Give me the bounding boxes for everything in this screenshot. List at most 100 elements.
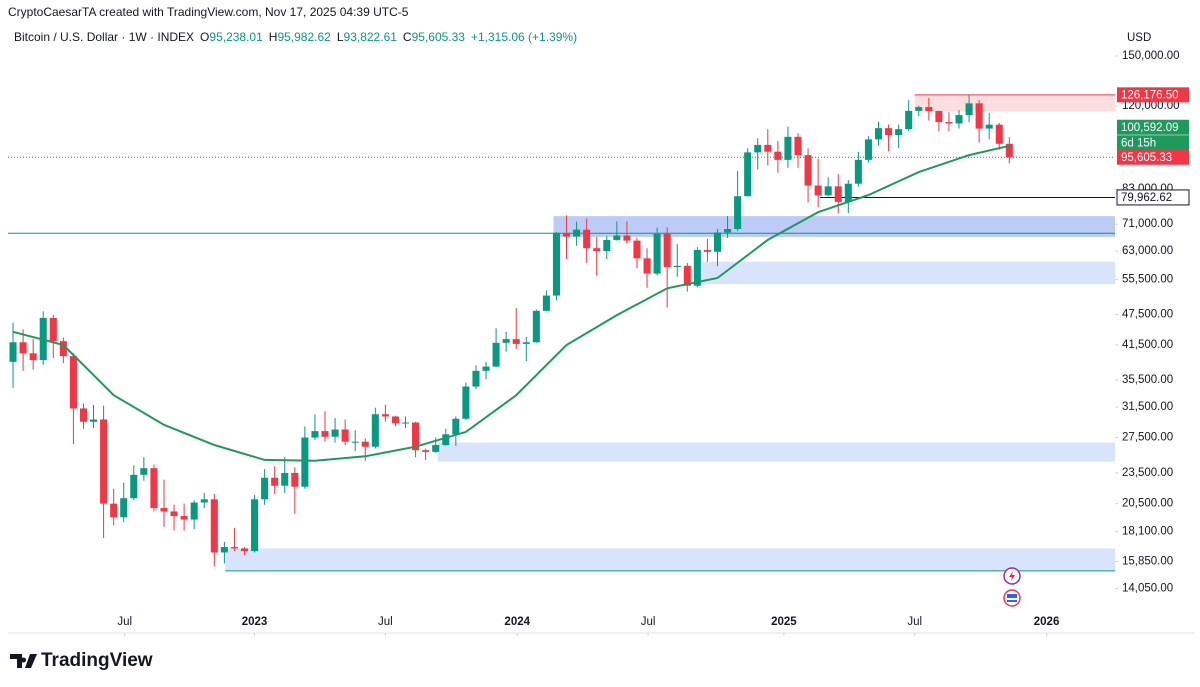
candle-body	[784, 136, 792, 160]
x-tick-label: 2023	[242, 616, 268, 628]
candle-body	[724, 228, 732, 233]
zone	[695, 261, 1115, 285]
candle-body	[925, 107, 933, 112]
zone	[914, 94, 1115, 112]
candle-body	[371, 414, 379, 447]
candle-body	[774, 151, 782, 160]
y-tick-label: 14,050.00	[1122, 583, 1173, 595]
candle-body	[844, 183, 852, 202]
candle-body	[834, 186, 842, 202]
event-icons	[1003, 567, 1021, 607]
candle-body	[29, 353, 37, 361]
y-tick-label: 55,500.00	[1122, 274, 1173, 286]
candle-body	[915, 107, 923, 111]
y-tick-label: 47,500.00	[1122, 309, 1173, 321]
candle-body	[542, 295, 550, 311]
candle-body	[945, 122, 953, 124]
y-tick-label: 20,500.00	[1122, 498, 1173, 510]
zone	[225, 548, 1116, 571]
candle-body	[673, 265, 681, 267]
candle-body	[220, 547, 228, 553]
candle-body	[59, 341, 67, 357]
price-line-label: 126,176.50	[1121, 89, 1179, 101]
candle-body	[351, 441, 359, 443]
currency: USD	[1127, 32, 1151, 44]
change: +1,315.06 (+1.39%)	[471, 30, 577, 44]
event-icon-glyph	[1009, 571, 1015, 581]
candle-body	[261, 477, 269, 500]
candle-body	[754, 144, 762, 153]
candle-body	[804, 155, 812, 186]
candle-body	[512, 339, 520, 344]
candle-body	[935, 111, 943, 123]
candle-body	[79, 408, 87, 422]
candle-body	[452, 418, 460, 435]
x-tick-label: 2026	[1034, 616, 1060, 628]
candle-body	[170, 511, 178, 517]
brand: TradingView	[10, 650, 153, 671]
candle-body	[854, 159, 862, 184]
candle-body	[140, 468, 148, 475]
x-tick-label: Jul	[378, 616, 393, 628]
candle-body	[482, 366, 490, 371]
candle-body	[864, 139, 872, 160]
candle-body	[794, 136, 802, 156]
candle-body	[593, 248, 601, 252]
x-tick-label: Jul	[117, 616, 132, 628]
candle-body	[190, 502, 198, 520]
candle-body	[130, 474, 138, 499]
candle-body	[995, 124, 1003, 144]
candle-body	[281, 472, 289, 486]
candle-body	[150, 468, 158, 509]
candle-body	[412, 422, 420, 451]
candle-body	[381, 414, 389, 417]
candle-body	[734, 196, 742, 229]
x-tick-label: Jul	[641, 616, 656, 628]
candle-body	[522, 342, 530, 344]
legend: Bitcoin / U.S. Dollar · 1W · INDEX O95,23…	[14, 30, 577, 44]
candle-body	[200, 499, 208, 503]
zone	[437, 442, 1115, 462]
candle-body	[401, 422, 410, 424]
candle-body	[391, 416, 399, 424]
y-tick-label: 150,000.00	[1122, 50, 1180, 62]
candle-body	[210, 499, 218, 553]
candle-body	[744, 152, 752, 197]
candle-body	[874, 128, 883, 140]
candle-body	[693, 250, 701, 286]
brand-name: TradingView	[41, 650, 153, 671]
ohlc-key: O	[200, 30, 209, 44]
candle-body	[985, 124, 993, 129]
candle-body	[271, 477, 279, 486]
ohlc-key: H	[269, 30, 278, 44]
candle-body	[905, 110, 913, 130]
price-line-label-box	[1117, 87, 1189, 103]
candle-body	[321, 431, 329, 437]
price-line-label-box	[1116, 189, 1190, 206]
ma-label-box	[1117, 119, 1189, 135]
candle-body	[110, 503, 118, 518]
candle-body	[643, 258, 651, 274]
countdown: 6d 15h	[1121, 137, 1156, 149]
candle-body	[975, 103, 983, 129]
candle-body	[623, 235, 631, 241]
candle-body	[120, 498, 128, 518]
moving-average	[12, 144, 1010, 462]
y-tick-label: 35,500.00	[1122, 374, 1173, 386]
candle-body	[824, 186, 832, 196]
ohlc-value: 95,238.01	[209, 30, 263, 44]
candle-body	[563, 232, 571, 237]
candle-body	[683, 265, 691, 286]
candle-body	[291, 472, 299, 487]
x-tick-label: 2024	[504, 616, 530, 628]
candle-body	[583, 229, 591, 249]
candle-body	[703, 250, 711, 252]
candle-body	[422, 450, 430, 452]
zone	[553, 216, 1115, 237]
candle-body	[19, 342, 27, 354]
brand-logo	[10, 654, 37, 668]
y-tick-label: 120,000.00	[1122, 100, 1180, 112]
y-tick-label: 27,500.00	[1122, 432, 1173, 444]
